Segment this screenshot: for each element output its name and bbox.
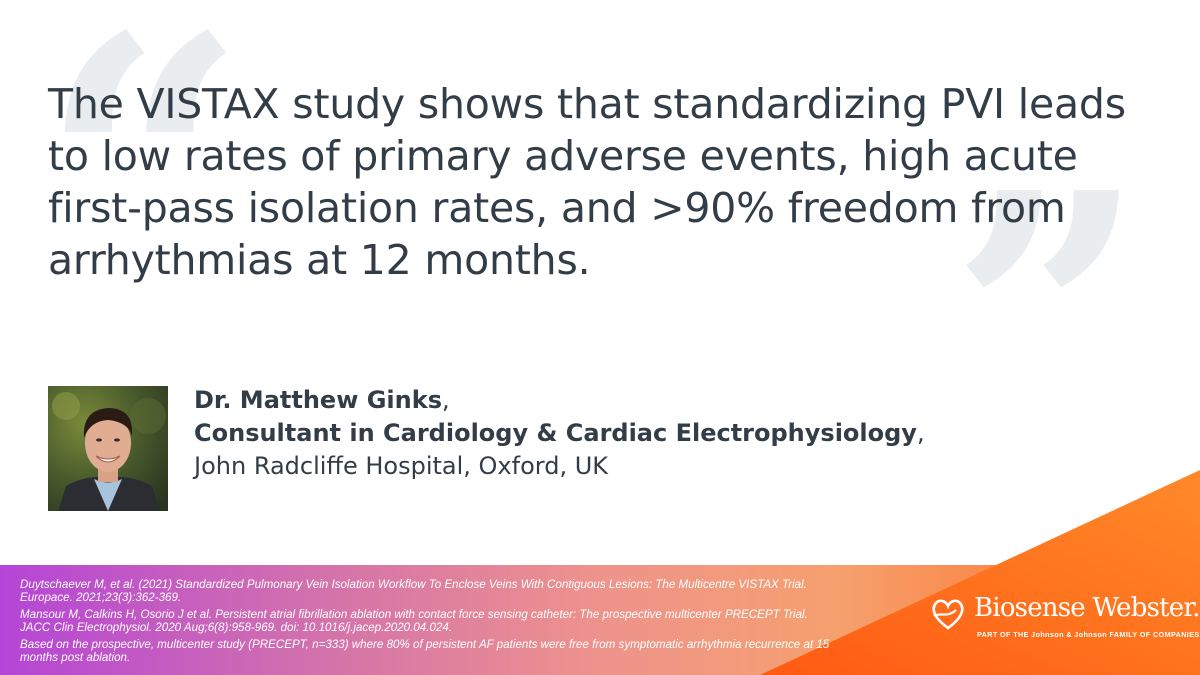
portrait-image: [48, 386, 168, 511]
avatar: [48, 386, 168, 511]
brand-logo-block: Biosense Webster. PART OF THE Johnson & …: [928, 590, 1200, 650]
open-quote-mark-icon: “: [40, 0, 248, 381]
reference-item: Duytschaever M, et al. (2021) Standardiz…: [20, 578, 807, 604]
quote-text: The VISTAX study shows that standardizin…: [48, 80, 1126, 284]
doctor-role: Consultant in Cardiology & Cardiac Elect…: [194, 419, 917, 447]
close-quote-mark-icon: ”: [950, 120, 1146, 519]
name-separator: ,: [441, 386, 450, 414]
doctor-name: Dr. Matthew Ginks: [194, 386, 442, 414]
reference-item: Based on the prospective, multicenter st…: [20, 638, 830, 664]
reference-item: Mansour M, Calkins H, Osorio J et al. Pe…: [20, 608, 808, 634]
role-separator: ,: [916, 419, 925, 447]
heart-ribbon-icon: [932, 599, 964, 630]
references: Duytschaever M, et al. (2021) Standardiz…: [20, 578, 840, 668]
attribution: Dr. Matthew Ginks, Consultant in Cardiol…: [194, 384, 925, 483]
doctor-institution: John Radcliffe Hospital, Oxford, UK: [194, 452, 609, 480]
brand-name: Biosense Webster.: [974, 593, 1200, 623]
attribution-name-line: Dr. Matthew Ginks,: [194, 384, 925, 417]
attribution-role-line: Consultant in Cardiology & Cardiac Elect…: [194, 417, 925, 450]
brand-tagline: PART OF THE Johnson & Johnson FAMILY OF …: [977, 630, 1200, 639]
